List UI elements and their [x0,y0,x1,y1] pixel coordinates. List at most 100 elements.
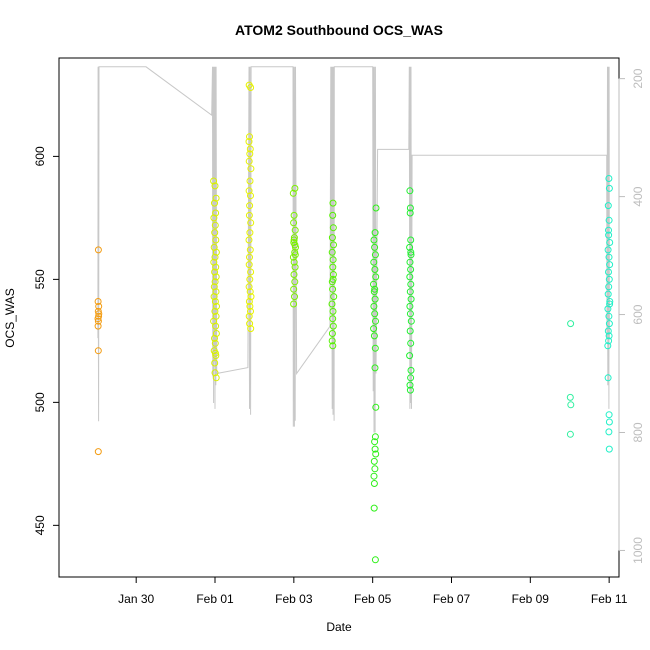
secondary-y-tick-label: 200 [631,68,645,88]
data-point [289,189,297,197]
data-point [291,241,299,249]
data-point [605,175,613,182]
data-point [246,246,254,254]
data-point [290,236,298,244]
x-tick-label: Feb 03 [275,592,313,606]
data-point [212,248,220,256]
data-point [406,327,414,335]
data-point [406,258,414,266]
data-point [329,211,337,219]
data-point [371,433,379,441]
data-point [245,283,253,291]
data-point [406,187,414,195]
data-point [604,305,612,313]
data-point [245,298,253,305]
data-point [370,480,378,487]
data-point [370,472,378,480]
data-point [247,293,255,301]
data-point [247,219,255,227]
y-tick-label: 450 [33,515,47,535]
data-point [211,349,219,357]
data-point [245,157,253,165]
data-point [212,352,220,360]
data-point [406,288,414,296]
data-point [246,288,254,296]
data-point [211,278,219,286]
data-point [407,266,415,273]
data-point [329,315,337,323]
data-point [606,300,614,308]
plot-marks [94,66,614,564]
data-point [211,339,219,347]
data-point [245,211,253,219]
data-point [407,339,415,347]
data-point [605,418,613,426]
data-point [212,209,220,217]
data-point [604,202,612,210]
x-tick-label: Feb 07 [433,592,471,606]
data-point [94,317,102,325]
data-point [604,342,612,350]
data-point [371,285,379,293]
data-point [370,258,378,266]
data-point [95,310,103,318]
x-tick-label: Feb 05 [354,592,392,606]
data-point [329,271,337,278]
data-point [211,199,218,207]
data-point [211,253,219,261]
data-point [370,236,378,244]
data-point [605,411,613,419]
data-point [246,145,254,153]
data-point [329,224,337,232]
data-point [290,219,298,227]
data-point [246,275,254,283]
data-point [604,327,612,335]
data-point [605,253,613,261]
data-point [605,216,613,224]
data-point [94,448,102,456]
data-point [247,165,255,173]
data-point [371,438,379,446]
data-point [212,273,220,281]
data-point [212,263,220,271]
data-point [291,263,299,271]
data-point [406,381,414,389]
data-point [371,344,379,352]
y-tick-label: 600 [33,146,47,166]
data-point [604,246,612,254]
data-point [290,285,298,293]
data-point [247,325,255,333]
data-point [328,330,336,337]
data-point [370,288,378,296]
data-point [328,337,336,345]
data-point [605,283,613,291]
data-point [372,403,380,411]
data-point [567,401,575,409]
data-point [290,300,298,308]
data-point [291,184,299,192]
data-point [330,241,337,249]
data-point [210,283,218,291]
x-tick-label: Feb 09 [512,592,550,606]
data-point [247,84,255,91]
data-point [328,248,336,256]
data-point [567,320,575,328]
data-point [94,347,102,355]
x-tick-label: Feb 01 [196,592,234,606]
data-point [94,298,102,305]
data-point [212,322,220,330]
data-point [606,239,614,246]
data-point [406,243,414,251]
y-tick-label: 500 [33,392,47,412]
data-point [210,177,218,185]
data-point [211,359,219,367]
chart-title: ATOM2 Southbound OCS_WAS [235,22,443,38]
data-point [290,271,298,278]
data-point [605,226,612,234]
data-point [407,236,415,244]
data-point [370,457,378,465]
data-point [246,150,254,158]
data-point [371,266,379,273]
x-tick-label: Feb 11 [591,592,628,606]
